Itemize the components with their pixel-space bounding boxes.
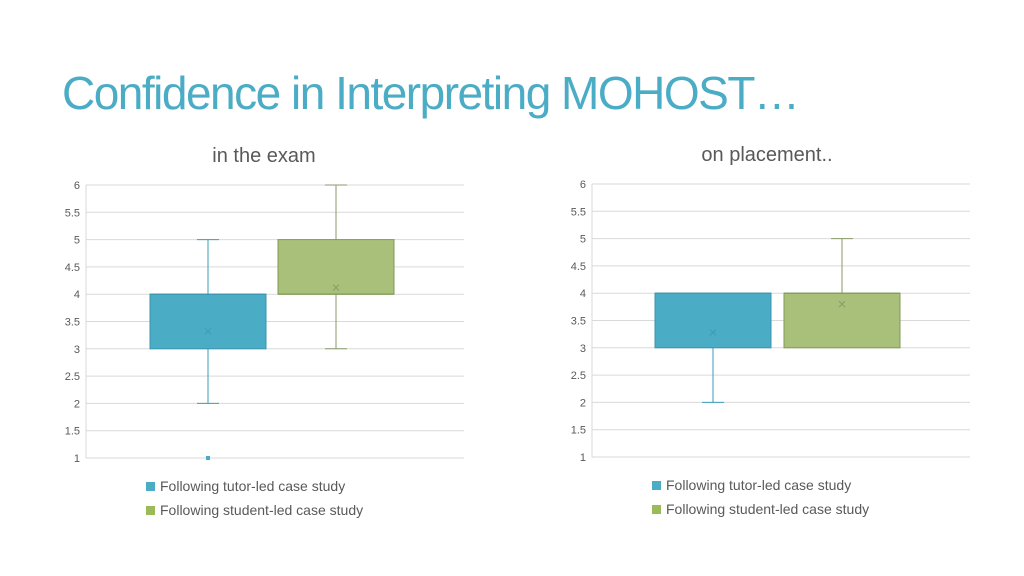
legend-item-student: Following student-led case study (146, 498, 363, 522)
mean-marker (838, 300, 846, 308)
legend-item-tutor: Following tutor-led case study (652, 473, 869, 497)
legend-swatch-student (146, 505, 155, 515)
legend-label-student: Following student-led case study (160, 502, 364, 518)
chart-plot-area: 1 1.5 2 2.5 3 3.5 4 4.5 5 5.5 6 (65, 180, 464, 465)
slide-title: Confidence in Interpreting MOHOST… (62, 67, 800, 119)
box-iqr (654, 292, 772, 349)
y-tick-label: 2 (580, 397, 586, 409)
y-tick-label: 5.5 (65, 207, 80, 219)
legend-item-tutor: Following tutor-led case study (146, 474, 363, 498)
legend-label-tutor: Following tutor-led case study (666, 477, 852, 493)
y-tick-label: 5 (580, 234, 586, 246)
chart-legend: Following tutor-led case study Following… (146, 474, 363, 522)
y-tick-label: 3 (74, 344, 80, 356)
chart-plot-area: 1 1.5 2 2.5 3 3.5 4 4.5 5 5.5 6 (571, 179, 970, 464)
mean-marker (332, 284, 340, 292)
y-tick-label: 2 (74, 398, 80, 410)
y-tick-label: 3.5 (571, 316, 586, 328)
box-iqr (149, 293, 267, 350)
legend-swatch-tutor (652, 480, 661, 490)
y-tick-label: 5 (74, 235, 80, 247)
y-tick-label: 1 (580, 452, 586, 464)
legend-label-student: Following student-led case study (666, 501, 870, 517)
y-tick-label: 4.5 (65, 262, 80, 274)
chart-title: in the exam (212, 145, 316, 167)
legend-swatch-student (652, 504, 661, 514)
legend-swatch-tutor (146, 481, 155, 491)
y-tick-label: 1 (74, 453, 80, 465)
legend-label-tutor: Following tutor-led case study (160, 478, 346, 494)
y-tick-label: 3.5 (65, 317, 80, 329)
chart-title: on placement.. (701, 144, 833, 166)
y-tick-label: 2.5 (65, 371, 80, 383)
chart-in-exam: in the exam 1 1.5 2 2.5 3 3.5 4 4.5 5 5.5 6 Follow… (40, 140, 510, 540)
y-tick-label: 1.5 (65, 426, 80, 438)
chart-on-placement: on placement.. 1 1.5 2 2.5 3 3.5 4 4.5 5 5.5 6 Fol… (546, 140, 1016, 540)
y-tick-label: 4.5 (571, 261, 586, 273)
y-tick-label: 2.5 (571, 370, 586, 382)
y-tick-label: 1.5 (571, 425, 586, 437)
mean-marker-stroke (709, 329, 717, 336)
outlier-point (206, 456, 210, 460)
y-tick-label: 5.5 (571, 206, 586, 218)
y-tick-label: 4 (580, 288, 586, 300)
mean-marker-stroke (332, 284, 340, 292)
y-tick-label: 6 (580, 179, 586, 191)
box-iqr (783, 292, 901, 349)
mean-marker-stroke (204, 327, 212, 335)
chart-legend: Following tutor-led case study Following… (652, 473, 869, 521)
y-tick-label: 6 (74, 180, 80, 192)
legend-item-student: Following student-led case study (652, 497, 869, 521)
box-iqr (277, 239, 395, 295)
y-tick-label: 4 (74, 289, 80, 301)
mean-marker-stroke (838, 300, 846, 308)
mean-marker (204, 327, 212, 335)
mean-marker (709, 329, 717, 336)
y-tick-label: 3 (580, 343, 586, 355)
